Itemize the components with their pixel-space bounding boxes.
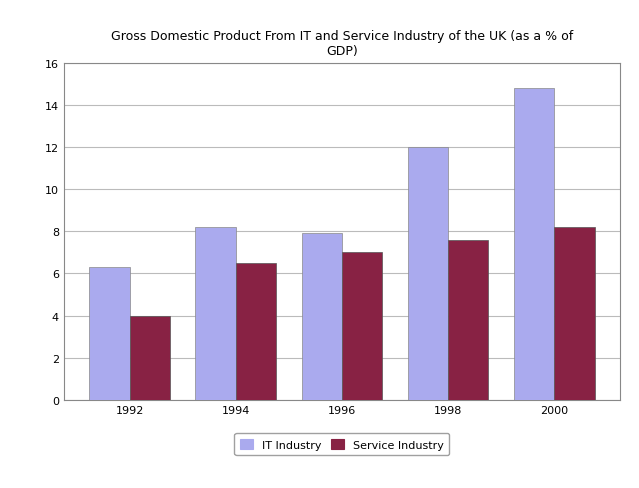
Bar: [130, 316, 170, 400]
Bar: [89, 267, 130, 400]
Bar: [196, 227, 236, 400]
Legend: IT Industry, Service Industry: IT Industry, Service Industry: [235, 433, 449, 455]
Bar: [514, 89, 554, 400]
Bar: [236, 264, 276, 400]
Title: Gross Domestic Product From IT and Service Industry of the UK (as a % of
GDP): Gross Domestic Product From IT and Servi…: [111, 30, 573, 58]
Bar: [448, 240, 488, 400]
Bar: [408, 147, 448, 400]
Bar: [554, 227, 594, 400]
Bar: [342, 253, 382, 400]
Bar: [302, 234, 342, 400]
